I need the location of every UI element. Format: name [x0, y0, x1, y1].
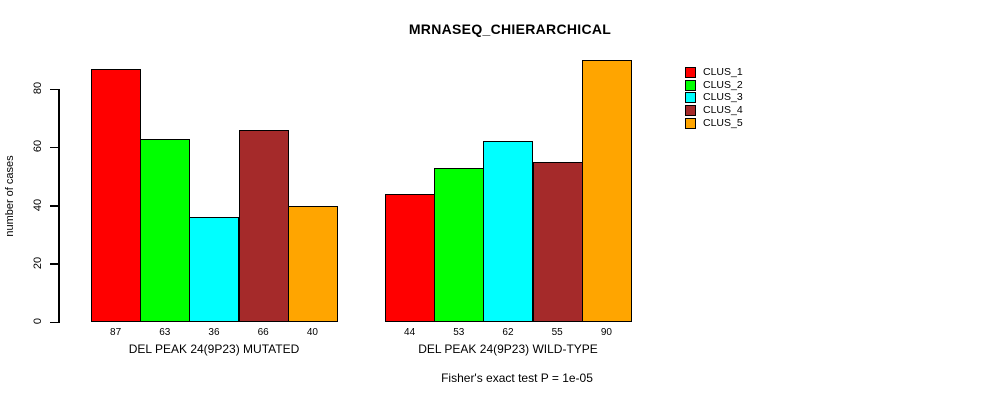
y-tick-label-40: 40 [32, 198, 44, 211]
legend-swatch-clus_4 [685, 104, 696, 116]
legend-swatch-clus_3 [685, 92, 696, 104]
bar-value-clus_2-mutated: 63 [159, 327, 171, 338]
y-tick-label-60: 60 [32, 140, 44, 153]
y-tick-80 [50, 88, 59, 90]
y-tick-label-20: 20 [32, 256, 44, 269]
y-tick-label-80: 80 [32, 81, 44, 95]
y-tick-40 [50, 205, 59, 207]
y-tick-label-0: 0 [32, 317, 44, 325]
group-label-mutated: DEL PEAK 24(9P23) MUTATED [128, 342, 300, 356]
bar-clus_4-mutated [238, 129, 289, 322]
legend-label: CLUS_3 [703, 91, 743, 104]
legend-item-clus_2: CLUS_2 [685, 79, 743, 92]
bar-clus_1-wild-type [385, 193, 435, 322]
legend-item-clus_5: CLUS_5 [685, 117, 743, 130]
bar-clus_2-wild-type [434, 167, 485, 322]
bar-value-clus_2-wild-type: 53 [453, 327, 465, 338]
y-axis-label: number of cases [4, 155, 16, 237]
bar-value-clus_3-mutated: 36 [208, 327, 220, 338]
group-label-wild-type: DEL PEAK 24(9P23) WILD-TYPE [418, 342, 598, 356]
legend-item-clus_3: CLUS_3 [685, 91, 743, 104]
bar-clus_4-wild-type [532, 161, 583, 322]
legend-label: CLUS_4 [703, 104, 743, 117]
bar-clus_3-wild-type [483, 141, 534, 322]
fisher-test-annotation: Fisher's exact test P = 1e-05 [441, 371, 593, 385]
bar-clus_2-mutated [140, 138, 191, 322]
chart-title: MRNASEQ_CHIERARCHICAL [408, 21, 612, 37]
bar-clus_5-mutated [287, 205, 338, 322]
bar-value-clus_5-wild-type: 90 [600, 327, 612, 338]
bar-clus_1-mutated [91, 68, 141, 322]
legend-swatch-clus_1 [685, 66, 696, 78]
bar-value-clus_4-mutated: 66 [257, 327, 269, 338]
legend-swatch-clus_2 [685, 79, 696, 91]
legend-label: CLUS_5 [703, 116, 743, 129]
legend: CLUS_1 CLUS_2 CLUS_3 CLUS_4 CLUS_5 [685, 66, 743, 129]
bar-clus_3-mutated [189, 217, 240, 322]
y-tick-60 [50, 146, 59, 149]
legend-item-clus_4: CLUS_4 [685, 104, 743, 117]
bar-clus_5-wild-type [581, 59, 632, 322]
legend-label: CLUS_1 [703, 66, 743, 79]
y-tick-0 [50, 321, 59, 323]
legend-swatch-clus_5 [685, 117, 696, 129]
bar-value-clus_1-wild-type: 44 [404, 327, 416, 338]
bar-value-clus_1-mutated: 87 [110, 327, 122, 338]
bar-value-clus_3-wild-type: 62 [502, 327, 514, 338]
bar-value-clus_4-wild-type: 55 [551, 327, 563, 338]
y-tick-20 [50, 263, 59, 265]
bar-value-clus_5-mutated: 40 [306, 327, 318, 338]
legend-label: CLUS_2 [703, 78, 743, 91]
legend-item-clus_1: CLUS_1 [685, 66, 743, 79]
